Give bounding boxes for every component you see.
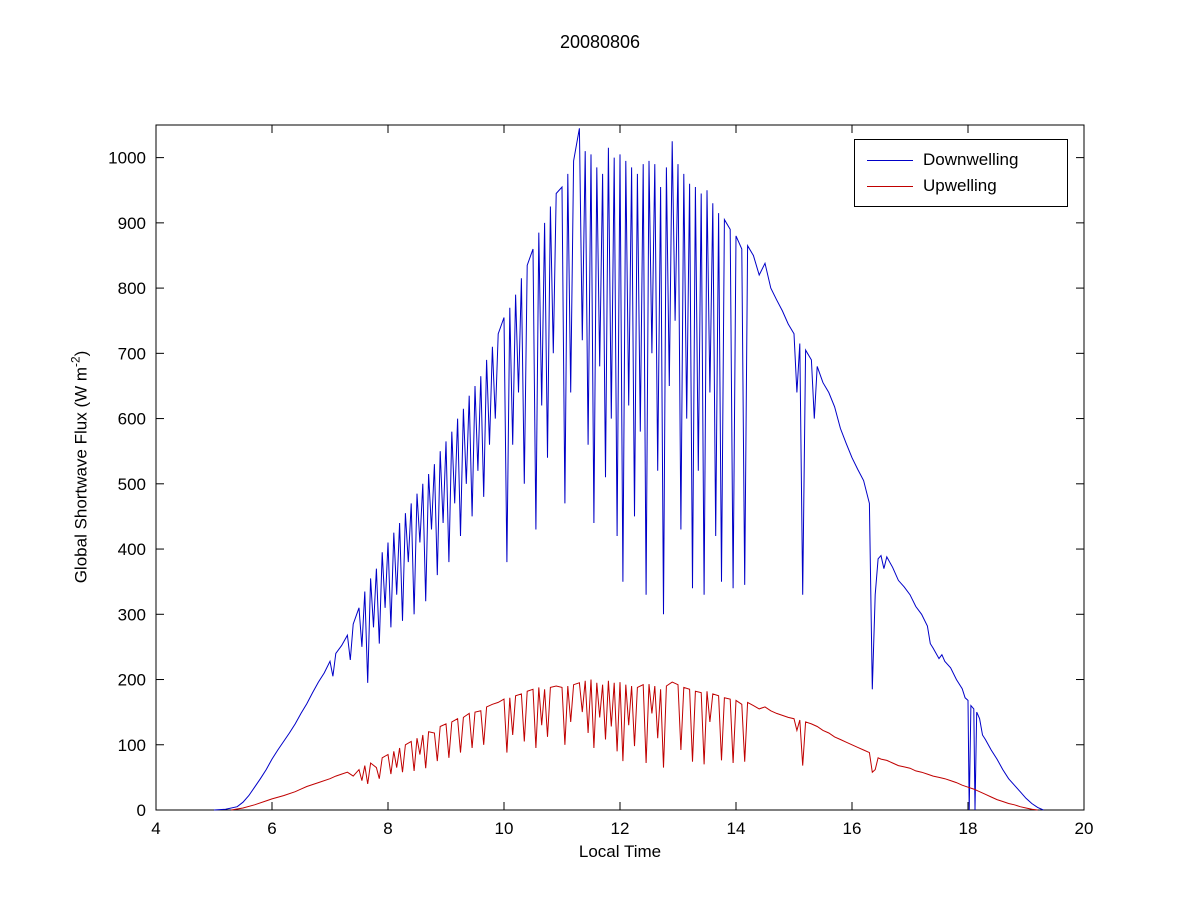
x-tick-label: 20	[1075, 819, 1094, 838]
y-tick-label: 0	[137, 801, 146, 820]
legend-item-downwelling: Downwelling	[855, 147, 1067, 173]
y-tick-label: 200	[118, 671, 146, 690]
x-tick-label: 16	[843, 819, 862, 838]
y-tick-label: 800	[118, 279, 146, 298]
y-tick-label: 600	[118, 410, 146, 429]
x-tick-label: 14	[727, 819, 746, 838]
y-tick-label: 700	[118, 344, 146, 363]
legend-line-sample-upwelling	[867, 185, 913, 187]
x-tick-label: 12	[611, 819, 630, 838]
series-line-upwelling	[231, 679, 1038, 811]
x-axis-label: Local Time	[578, 842, 662, 861]
legend-label-downwelling: Downwelling	[923, 150, 1019, 169]
y-axis-label-superscript: -2	[68, 356, 83, 367]
x-tick-label: 18	[959, 819, 978, 838]
legend: Downwelling Upwelling	[854, 139, 1068, 207]
legend-item-upwelling: Upwelling	[855, 173, 1067, 199]
x-tick-label: 8	[383, 819, 392, 838]
legend-label-upwelling: Upwelling	[923, 176, 997, 195]
y-tick-label: 300	[118, 605, 146, 624]
legend-line-sample-downwelling	[867, 159, 913, 161]
x-tick-label: 6	[267, 819, 276, 838]
y-axis-label: Global Shortwave Flux (W m-2)	[69, 351, 92, 584]
y-axis-label-text: Global Shortwave Flux (W m	[71, 366, 91, 584]
y-tick-label: 100	[118, 736, 146, 755]
series-line-downwelling	[213, 128, 1044, 811]
y-axis-label-close: )	[71, 350, 91, 357]
chart-title: 20080806	[559, 32, 641, 52]
x-tick-label: 10	[495, 819, 514, 838]
x-tick-label: 4	[151, 819, 160, 838]
y-tick-label: 400	[118, 540, 146, 559]
y-tick-label: 1000	[108, 149, 146, 168]
y-tick-label: 500	[118, 475, 146, 494]
y-tick-label: 900	[118, 214, 146, 233]
